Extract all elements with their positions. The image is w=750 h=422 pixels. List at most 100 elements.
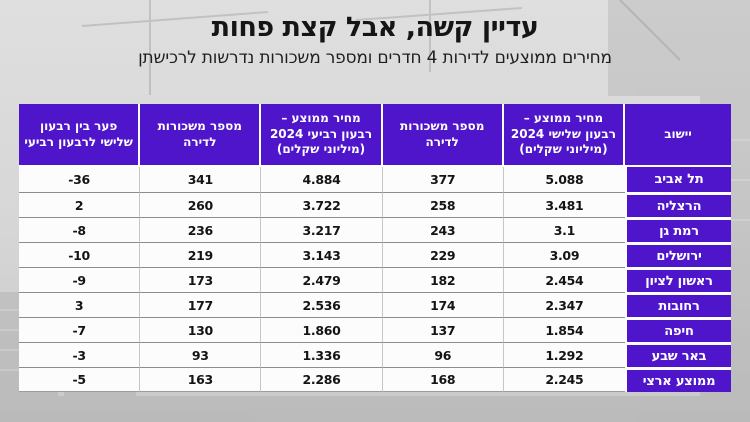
col-header-q3-price: מחיר ממוצע – רבעון שלישי 2024 (מיליוני ש…: [503, 104, 625, 167]
value-cell: 377: [382, 167, 504, 192]
cell-number: 3: [74, 297, 84, 313]
city-cell: באר שבע: [625, 342, 731, 367]
city-cell: תל אביב: [625, 167, 731, 192]
value-cell: 93: [140, 342, 262, 367]
cell-number: 1.860: [302, 322, 341, 338]
value-cell: 1.854: [503, 317, 625, 342]
city-cell: ממוצע ארצי: [625, 367, 731, 392]
value-cell: 258: [382, 192, 504, 217]
cell-number: 2.347: [545, 297, 584, 313]
value-cell: -5: [19, 367, 141, 392]
value-cell: 341: [140, 167, 262, 192]
cell-number: 236: [187, 222, 214, 238]
value-cell: 182: [382, 267, 504, 292]
city-cell: ראשון לציון: [625, 267, 731, 292]
col-header-city: יישוב: [625, 104, 731, 167]
value-cell: 260: [140, 192, 262, 217]
value-cell: -8: [19, 217, 141, 242]
cell-number: 3.722: [302, 197, 341, 213]
value-cell: 3.722: [261, 192, 383, 217]
value-cell: -3: [19, 342, 141, 367]
value-cell: 2.479: [261, 267, 383, 292]
value-cell: 168: [382, 367, 504, 392]
value-cell: 173: [140, 267, 262, 292]
cell-number: 219: [187, 247, 214, 263]
cell-number: 377: [430, 172, 456, 187]
cell-number: 1.292: [545, 347, 584, 363]
value-cell: 2.245: [503, 367, 625, 392]
col-header-q4-price: מחיר ממוצע – רבעון רביעי 2024 (מיליוני ש…: [261, 104, 383, 167]
value-cell: 174: [382, 292, 504, 317]
cell-number: 3.217: [302, 222, 341, 238]
value-cell: 137: [382, 317, 504, 342]
value-cell: 236: [140, 217, 262, 242]
cell-number: -3: [72, 347, 86, 363]
cell-number: -36: [68, 172, 90, 187]
cell-number: -10: [68, 247, 90, 263]
cell-number: 177: [187, 297, 214, 313]
value-cell: 5.088: [503, 167, 625, 192]
value-cell: 2.286: [261, 367, 383, 392]
cell-number: 258: [430, 197, 456, 213]
value-cell: 243: [382, 217, 504, 242]
cell-number: 5.088: [545, 172, 584, 187]
value-cell: 4.884: [261, 167, 383, 192]
cell-number: 2.454: [545, 272, 584, 288]
value-cell: 96: [382, 342, 504, 367]
value-cell: 130: [140, 317, 262, 342]
cell-number: 174: [430, 297, 456, 313]
value-cell: 2.347: [503, 292, 625, 317]
cell-number: 163: [187, 372, 214, 387]
cell-number: 130: [187, 322, 214, 338]
page-title: עדיין קשה, אבל קצת פחות: [211, 12, 539, 43]
cell-number: -5: [72, 372, 86, 387]
cell-number: 182: [430, 272, 456, 288]
cell-number: 229: [430, 247, 456, 263]
city-cell: הרצליה: [625, 192, 731, 217]
city-cell: רמת גן: [625, 217, 731, 242]
cell-number: 173: [187, 272, 214, 288]
value-cell: -9: [19, 267, 141, 292]
cell-number: 137: [430, 322, 456, 338]
value-cell: 3.09: [503, 242, 625, 267]
value-cell: 1.336: [261, 342, 383, 367]
cell-number: -7: [72, 322, 86, 338]
cell-number: 3.481: [545, 197, 584, 213]
cell-number: 3.1: [553, 222, 576, 238]
cell-number: 96: [434, 347, 452, 363]
cell-number: 243: [430, 222, 456, 238]
cell-number: 2.245: [545, 372, 584, 387]
header-block: עדיין קשה, אבל קצת פחות מחירים ממוצעים ל…: [0, 12, 750, 68]
value-cell: 3.1: [503, 217, 625, 242]
value-cell: -7: [19, 317, 141, 342]
page-subtitle: מחירים ממוצעים לדירות 4 חדרים ומספר משכו…: [138, 48, 612, 69]
cell-number: 3.143: [302, 247, 341, 263]
cell-number: 168: [430, 372, 456, 387]
col-header-q3-salaries: מספר משכורות לדירה: [382, 104, 504, 167]
city-cell: רחובות: [625, 292, 731, 317]
value-cell: 229: [382, 242, 504, 267]
value-cell: -10: [19, 242, 141, 267]
cell-number: 260: [187, 197, 214, 213]
cell-number: 1.336: [302, 347, 341, 363]
value-cell: 1.292: [503, 342, 625, 367]
value-cell: 2: [19, 192, 141, 217]
value-cell: 1.860: [261, 317, 383, 342]
cell-number: 2.536: [302, 297, 341, 313]
value-cell: 177: [140, 292, 262, 317]
value-cell: 3.143: [261, 242, 383, 267]
cell-number: 2.286: [302, 372, 341, 387]
value-cell: 3.481: [503, 192, 625, 217]
prices-table: יישוב מחיר ממוצע – רבעון שלישי 2024 (מיל…: [19, 104, 731, 392]
col-header-q4-salaries: מספר משכורות לדירה: [140, 104, 262, 167]
cell-number: 1.854: [545, 322, 584, 338]
value-cell: 3: [19, 292, 141, 317]
city-cell: ירושלים: [625, 242, 731, 267]
value-cell: -36: [19, 167, 141, 192]
cell-number: 341: [187, 172, 214, 187]
cell-number: 2: [74, 197, 84, 213]
cell-number: 3.09: [549, 247, 580, 263]
cell-number: -9: [72, 272, 86, 288]
value-cell: 2.454: [503, 267, 625, 292]
